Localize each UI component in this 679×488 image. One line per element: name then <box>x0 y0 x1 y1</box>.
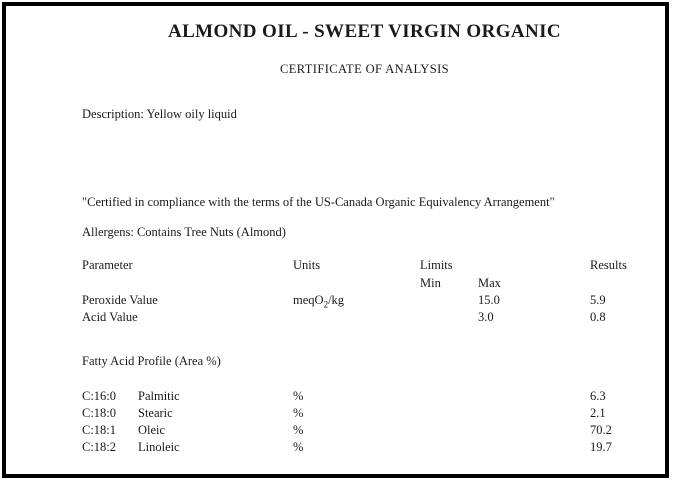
fatty-acid-name: Oleic <box>138 423 166 437</box>
fatty-acid-name: Linoleic <box>138 440 180 454</box>
fatty-acid-code: C:16:0 <box>82 389 117 403</box>
result-value: 5.9 <box>590 293 606 307</box>
fatty-acid-name: Stearic <box>138 406 173 420</box>
table-row: Acid Value 3.0 0.8 <box>0 309 679 326</box>
allergens-text: Allergens: Contains Tree Nuts (Almond) <box>82 225 286 239</box>
header-results: Results <box>590 258 627 272</box>
parameter-name: Acid Value <box>82 310 138 324</box>
fatty-acid-heading-line: Fatty Acid Profile (Area %) <box>0 353 679 370</box>
result-value: 19.7 <box>590 440 612 454</box>
units-value: % <box>293 440 304 454</box>
fatty-acid-code: C:18:1 <box>82 423 117 437</box>
fatty-acid-heading: Fatty Acid Profile (Area %) <box>82 354 221 368</box>
units-main: meqO <box>293 293 324 307</box>
result-value: 70.2 <box>590 423 612 437</box>
units-after: /kg <box>328 293 345 307</box>
units-value: meqO2/kg <box>293 292 344 309</box>
fatty-acid-code: C:18:0 <box>82 406 117 420</box>
table-header-row: Parameter Units Limits Results <box>0 257 679 274</box>
description-text: Description: Yellow oily liquid <box>82 107 237 121</box>
document-subtitle: CERTIFICATE OF ANALYSIS <box>279 62 450 76</box>
units-value: % <box>293 423 304 437</box>
parameter-name: Peroxide Value <box>82 293 158 307</box>
result-value: 6.3 <box>590 389 606 403</box>
certification-line: "Certified in compliance with the terms … <box>0 194 679 211</box>
result-value: 0.8 <box>590 310 606 324</box>
fatty-acid-row: C:18:0 Stearic % 2.1 <box>0 405 679 422</box>
fatty-acid-row: C:18:1 Oleic % 70.2 <box>0 422 679 439</box>
fatty-acid-row: C:16:0 Palmitic % 6.3 <box>0 388 679 405</box>
max-value: 15.0 <box>478 293 500 307</box>
description-line: Description: Yellow oily liquid <box>0 106 679 123</box>
header-units: Units <box>293 258 321 272</box>
units-subscript: 2 <box>323 299 329 310</box>
max-value: 3.0 <box>478 310 494 324</box>
fatty-acid-name: Palmitic <box>138 389 180 403</box>
header-max: Max <box>478 276 501 290</box>
fatty-acid-code: C:18:2 <box>82 440 117 454</box>
certification-text: "Certified in compliance with the terms … <box>82 195 555 209</box>
units-value: % <box>293 389 304 403</box>
units-value: % <box>293 406 304 420</box>
allergens-line: Allergens: Contains Tree Nuts (Almond) <box>0 224 679 241</box>
document-title: ALMOND OIL - SWEET VIRGIN ORGANIC <box>167 21 562 42</box>
header-limits: Limits <box>420 258 453 272</box>
result-value: 2.1 <box>590 406 606 420</box>
header-parameter: Parameter <box>82 258 133 272</box>
table-row: Peroxide Value meqO2/kg 15.0 5.9 <box>0 292 679 309</box>
fatty-acid-row: C:18:2 Linoleic % 19.7 <box>0 439 679 456</box>
header-min: Min <box>420 276 441 290</box>
table-subheader-row: Min Max <box>0 275 679 292</box>
